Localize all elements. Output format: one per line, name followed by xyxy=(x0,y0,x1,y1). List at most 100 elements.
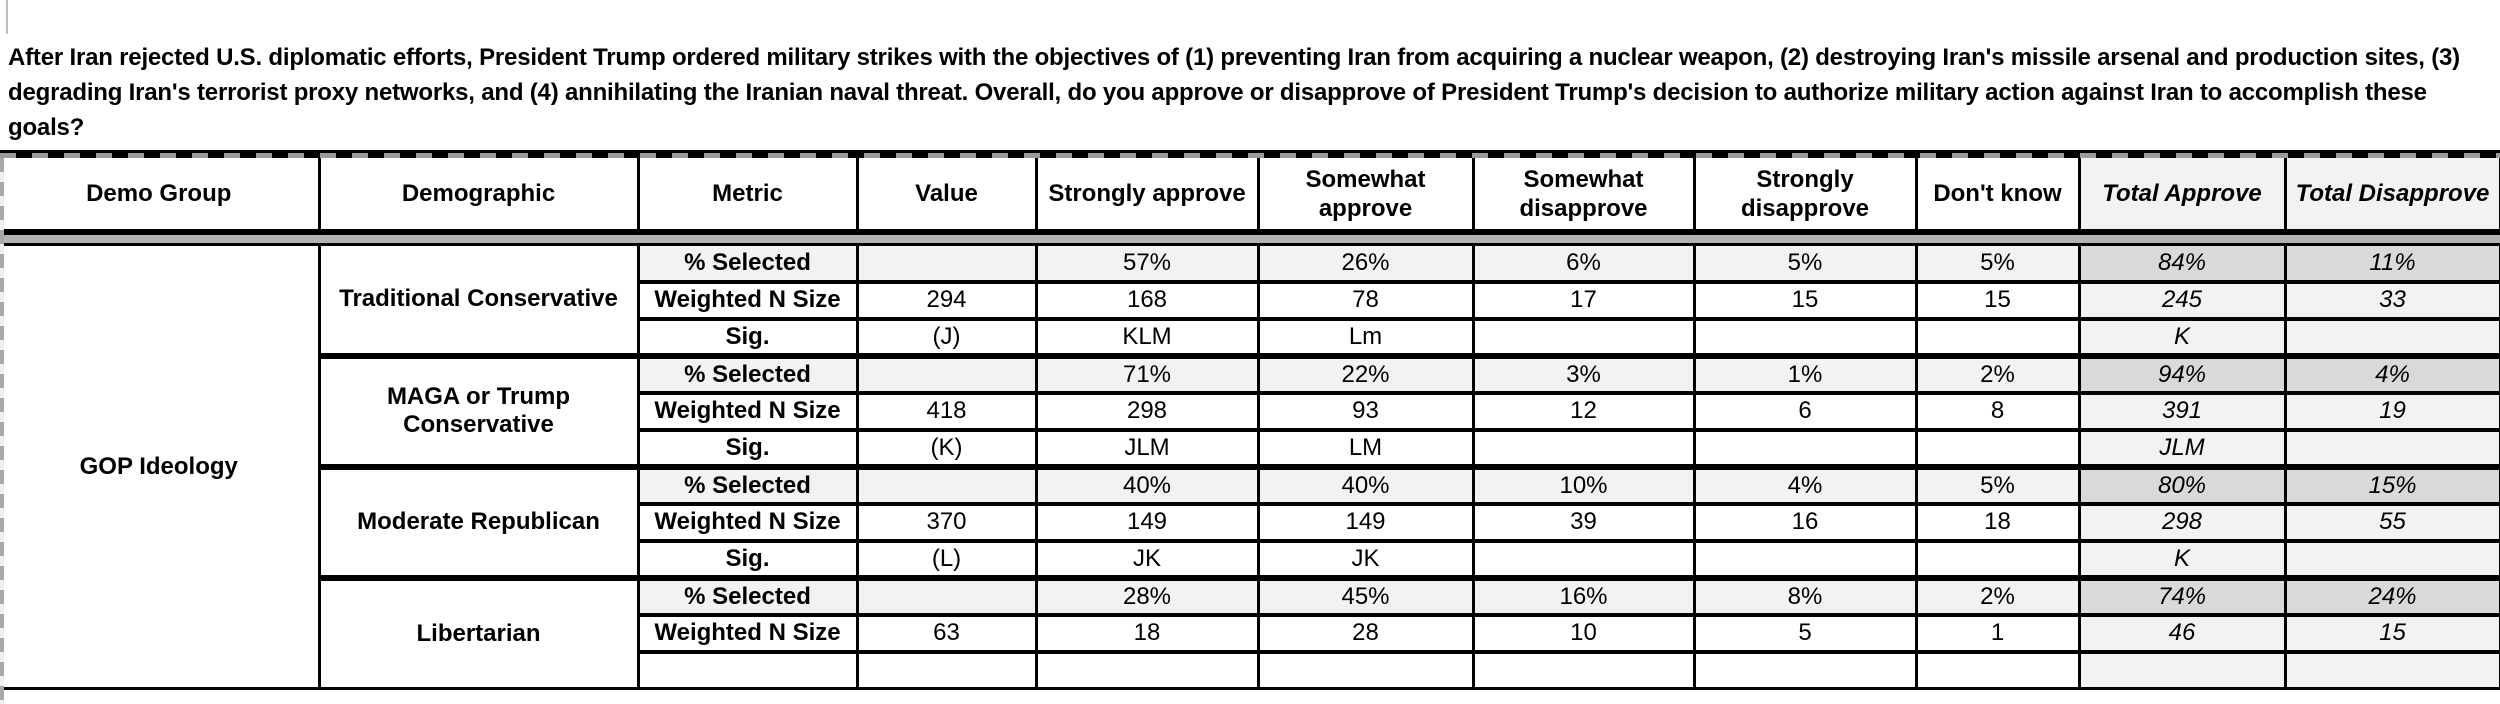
total-disapprove-cell[interactable] xyxy=(2283,538,2500,579)
value-cell[interactable]: 370 xyxy=(855,501,1038,542)
data-cell[interactable] xyxy=(1914,427,2081,468)
value-cell[interactable]: (J) xyxy=(855,316,1038,357)
data-cell[interactable] xyxy=(1914,316,2081,357)
data-cell[interactable] xyxy=(1471,538,1696,579)
data-cell[interactable]: 2% xyxy=(1914,352,2081,394)
total-approve-cell[interactable]: 298 xyxy=(2077,501,2287,542)
total-disapprove-cell[interactable] xyxy=(2283,316,2500,357)
col-header-strongly-disapprove[interactable]: Strongly disapprove xyxy=(1692,158,1916,235)
data-cell[interactable] xyxy=(1692,427,1918,468)
value-cell[interactable]: 294 xyxy=(855,279,1038,320)
data-cell[interactable] xyxy=(1471,316,1696,357)
metric-cell[interactable]: % Selected xyxy=(636,352,859,394)
demo-group-cell[interactable]: GOP Ideology xyxy=(0,243,321,690)
data-cell[interactable]: 18 xyxy=(1034,612,1260,653)
col-header-demographic[interactable]: Demographic xyxy=(317,158,638,235)
data-cell[interactable]: 149 xyxy=(1256,501,1475,542)
value-cell[interactable]: 418 xyxy=(855,390,1038,431)
col-header-total-approve[interactable]: Total Approve xyxy=(2077,158,2285,235)
demographic-cell[interactable]: Moderate Republican xyxy=(317,463,640,579)
metric-cell[interactable]: % Selected xyxy=(636,243,859,283)
data-cell[interactable]: 149 xyxy=(1034,501,1260,542)
total-disapprove-cell[interactable]: 33 xyxy=(2283,279,2500,320)
data-cell[interactable]: 93 xyxy=(1256,390,1475,431)
data-cell[interactable]: 40% xyxy=(1034,463,1260,505)
demographic-cell[interactable]: Libertarian xyxy=(317,574,640,690)
total-approve-cell[interactable]: 245 xyxy=(2077,279,2287,320)
data-cell[interactable]: 22% xyxy=(1256,352,1475,394)
data-cell[interactable]: 5% xyxy=(1692,243,1918,283)
total-approve-cell[interactable]: 84% xyxy=(2077,243,2287,283)
data-cell[interactable]: 15 xyxy=(1692,279,1918,320)
metric-cell[interactable]: Weighted N Size xyxy=(636,612,859,653)
metric-cell[interactable]: % Selected xyxy=(636,574,859,616)
metric-cell[interactable]: Sig. xyxy=(636,538,859,579)
data-cell[interactable] xyxy=(1692,649,1918,690)
metric-cell[interactable]: Weighted N Size xyxy=(636,279,859,320)
metric-cell[interactable]: Weighted N Size xyxy=(636,501,859,542)
data-cell[interactable] xyxy=(1914,649,2081,690)
col-header-total-disapprove[interactable]: Total Disapprove xyxy=(2283,158,2500,235)
total-disapprove-cell[interactable] xyxy=(2283,649,2500,690)
value-cell[interactable] xyxy=(855,649,1038,690)
metric-cell[interactable]: % Selected xyxy=(636,463,859,505)
data-cell[interactable]: 39 xyxy=(1471,501,1696,542)
data-cell[interactable]: 16% xyxy=(1471,574,1696,616)
data-cell[interactable]: 15 xyxy=(1914,279,2081,320)
data-cell[interactable]: 1% xyxy=(1692,352,1918,394)
data-cell[interactable]: 26% xyxy=(1256,243,1475,283)
metric-cell[interactable]: Sig. xyxy=(636,427,859,468)
total-approve-cell[interactable]: 391 xyxy=(2077,390,2287,431)
col-header-dont-know[interactable]: Don't know xyxy=(1914,158,2079,235)
data-cell[interactable]: 5% xyxy=(1914,243,2081,283)
total-disapprove-cell[interactable]: 55 xyxy=(2283,501,2500,542)
data-cell[interactable]: 28% xyxy=(1034,574,1260,616)
data-cell[interactable]: 57% xyxy=(1034,243,1260,283)
data-cell[interactable]: 10 xyxy=(1471,612,1696,653)
total-disapprove-cell[interactable]: 11% xyxy=(2283,243,2500,283)
data-cell[interactable]: Lm xyxy=(1256,316,1475,357)
data-cell[interactable] xyxy=(1034,649,1260,690)
total-approve-cell[interactable]: 74% xyxy=(2077,574,2287,616)
value-cell[interactable] xyxy=(855,463,1038,505)
data-cell[interactable] xyxy=(1471,649,1696,690)
data-cell[interactable] xyxy=(1692,316,1918,357)
col-header-metric[interactable]: Metric xyxy=(636,158,857,235)
data-cell[interactable]: 3% xyxy=(1471,352,1696,394)
total-approve-cell[interactable]: K xyxy=(2077,538,2287,579)
metric-cell[interactable] xyxy=(636,649,859,690)
data-cell[interactable]: LM xyxy=(1256,427,1475,468)
metric-cell[interactable]: Sig. xyxy=(636,316,859,357)
data-cell[interactable]: 28 xyxy=(1256,612,1475,653)
value-cell[interactable]: (K) xyxy=(855,427,1038,468)
data-cell[interactable]: 168 xyxy=(1034,279,1260,320)
value-cell[interactable] xyxy=(855,352,1038,394)
total-disapprove-cell[interactable]: 15 xyxy=(2283,612,2500,653)
data-cell[interactable]: 298 xyxy=(1034,390,1260,431)
data-cell[interactable] xyxy=(1914,538,2081,579)
data-cell[interactable]: 16 xyxy=(1692,501,1918,542)
value-cell[interactable]: (L) xyxy=(855,538,1038,579)
data-cell[interactable]: JK xyxy=(1256,538,1475,579)
total-approve-cell[interactable] xyxy=(2077,649,2287,690)
data-cell[interactable]: 6% xyxy=(1471,243,1696,283)
total-disapprove-cell[interactable]: 15% xyxy=(2283,463,2500,505)
col-header-somewhat-disapprove[interactable]: Somewhat disapprove xyxy=(1471,158,1694,235)
total-approve-cell[interactable]: 80% xyxy=(2077,463,2287,505)
data-cell[interactable]: JK xyxy=(1034,538,1260,579)
data-cell[interactable] xyxy=(1692,538,1918,579)
data-cell[interactable] xyxy=(1256,649,1475,690)
data-cell[interactable]: 78 xyxy=(1256,279,1475,320)
data-cell[interactable]: 40% xyxy=(1256,463,1475,505)
data-cell[interactable]: JLM xyxy=(1034,427,1260,468)
col-header-value[interactable]: Value xyxy=(855,158,1036,235)
data-cell[interactable]: 12 xyxy=(1471,390,1696,431)
data-cell[interactable]: 8% xyxy=(1692,574,1918,616)
total-approve-cell[interactable]: 46 xyxy=(2077,612,2287,653)
data-cell[interactable]: 4% xyxy=(1692,463,1918,505)
total-disapprove-cell[interactable] xyxy=(2283,427,2500,468)
demographic-cell[interactable]: MAGA or Trump Conservative xyxy=(317,352,640,468)
data-cell[interactable]: 5% xyxy=(1914,463,2081,505)
total-approve-cell[interactable]: JLM xyxy=(2077,427,2287,468)
data-cell[interactable]: 5 xyxy=(1692,612,1918,653)
